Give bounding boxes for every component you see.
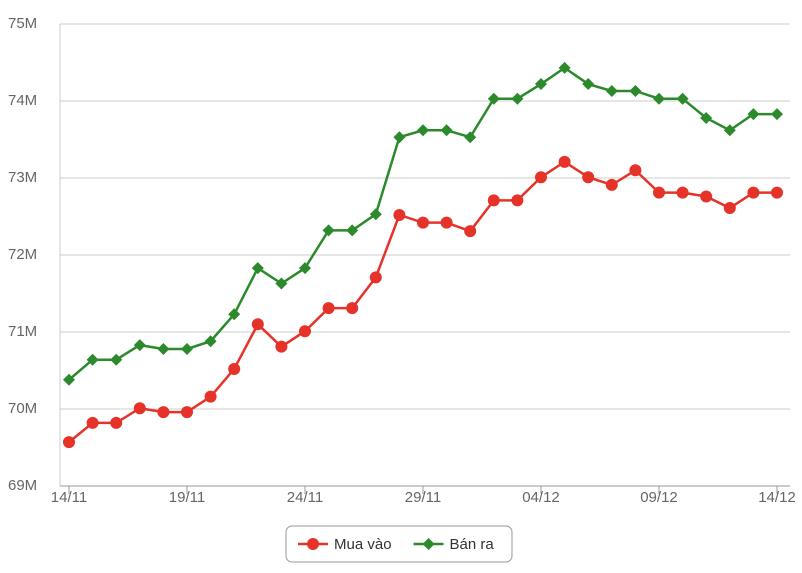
point: [653, 186, 665, 199]
legend-label: Mua vào: [334, 536, 392, 553]
point: [700, 111, 713, 124]
legend-box: [285, 525, 513, 563]
point: [747, 108, 760, 121]
point: [133, 402, 146, 415]
point: [275, 277, 288, 290]
point: [771, 186, 783, 199]
point: [228, 362, 241, 375]
legend: Mua vào Bán ra: [285, 525, 513, 563]
point: [299, 262, 311, 275]
point: [204, 335, 217, 348]
point: [464, 131, 477, 144]
y-tick-label: 71M: [8, 323, 37, 340]
y-tick-label: 69M: [8, 477, 37, 494]
point: [558, 61, 571, 74]
point: [417, 216, 429, 229]
point: [487, 194, 500, 207]
series-line: [68, 160, 777, 444]
point: [299, 325, 311, 338]
x-tick-label: 29/11: [405, 489, 441, 506]
point: [86, 416, 99, 429]
point: [251, 262, 264, 275]
point: [63, 436, 75, 449]
point: [275, 340, 288, 353]
point: [653, 92, 665, 105]
point: [676, 92, 689, 105]
point: [723, 124, 736, 137]
y-tick-label: 70M: [8, 400, 37, 417]
point: [322, 224, 335, 237]
point: [346, 224, 359, 237]
point: [369, 271, 382, 284]
point: [558, 155, 571, 168]
point: [487, 92, 500, 105]
point: [511, 194, 524, 207]
point: [417, 124, 429, 137]
point: [676, 186, 689, 199]
point: [369, 208, 382, 221]
x-tick-label: 14/11: [51, 489, 87, 506]
point: [157, 342, 170, 355]
legend-item[interactable]: Mua vào: [298, 536, 392, 553]
point: [133, 339, 146, 352]
point: [629, 84, 642, 97]
legend-marker: [422, 538, 435, 550]
point: [700, 190, 713, 203]
point: [535, 78, 547, 91]
x-tick-label: 19/11: [169, 489, 205, 506]
point: [393, 208, 406, 221]
point: [440, 216, 453, 229]
x-tick-label: 04/12: [522, 489, 560, 506]
legend-label: Bán ra: [450, 536, 495, 553]
point: [228, 308, 241, 321]
y-tick-label: 72M: [8, 246, 37, 263]
point: [747, 186, 760, 199]
point: [511, 92, 524, 105]
point: [346, 302, 359, 315]
point: [440, 124, 453, 137]
point: [393, 131, 406, 144]
point: [86, 353, 99, 366]
point: [723, 202, 736, 215]
point: [629, 164, 642, 177]
point: [110, 353, 123, 366]
point: [464, 225, 477, 238]
y-tick-label: 75M: [8, 15, 37, 32]
x-tick-label: 24/11: [287, 489, 323, 506]
point: [157, 406, 170, 419]
point: [63, 373, 75, 386]
point: [322, 302, 335, 315]
point: [181, 342, 193, 355]
point: [251, 318, 264, 331]
point: [110, 416, 123, 429]
point: [535, 171, 547, 184]
point: [605, 84, 618, 97]
point: [771, 108, 783, 121]
point: [181, 406, 193, 419]
legend-marker: [307, 538, 319, 550]
y-tick-label: 74M: [8, 92, 37, 109]
y-tick-label: 73M: [8, 169, 37, 186]
point: [582, 78, 595, 91]
legend-item[interactable]: Bán ra: [413, 536, 495, 553]
point: [582, 171, 595, 184]
x-tick-label: 09/12: [640, 489, 678, 506]
point: [605, 178, 618, 191]
point: [204, 390, 217, 403]
x-tick-label: 14/12: [758, 489, 796, 506]
